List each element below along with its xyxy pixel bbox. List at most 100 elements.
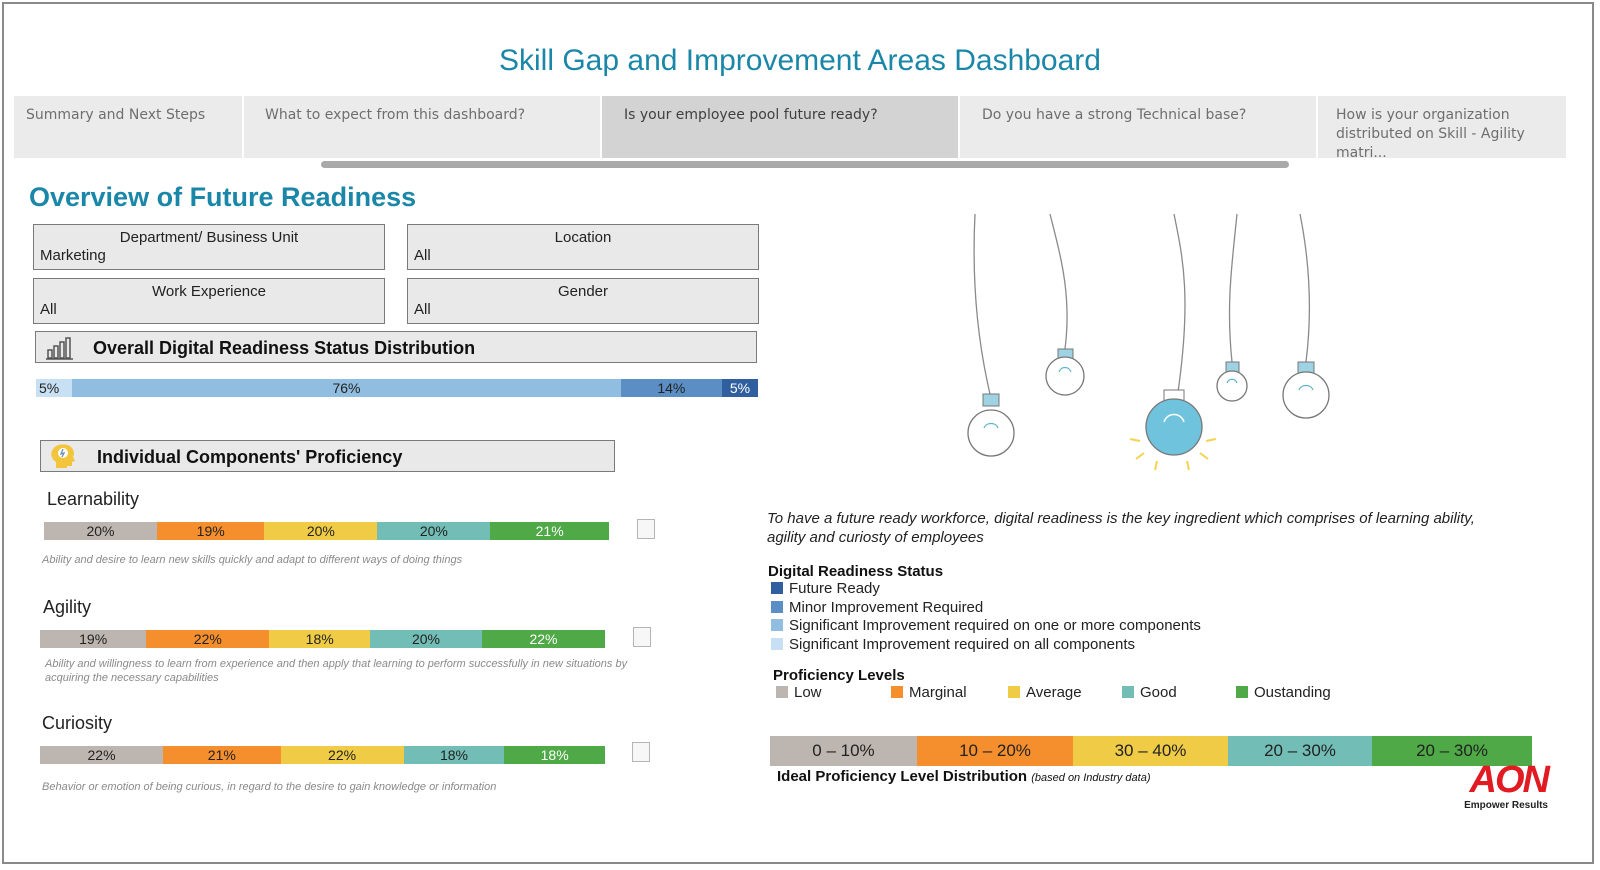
overall-segment: 5% bbox=[721, 379, 758, 397]
curiosity-title: Curiosity bbox=[42, 713, 113, 733]
ideal-distribution-bar: 0 – 10% 10 – 20% 30 – 40% 20 – 30% 20 – 30% bbox=[770, 736, 1532, 766]
tab-technical-base[interactable]: Do you have a strong Technical base? bbox=[960, 96, 1316, 158]
overall-section-title: Overall Digital Readiness Status Distrib… bbox=[93, 338, 476, 358]
legend-label: Oustanding bbox=[1254, 684, 1331, 701]
bar-chart-icon bbox=[46, 337, 73, 360]
experience-filter-label: Work Experience bbox=[152, 283, 266, 300]
legend-label: Minor Improvement Required bbox=[789, 598, 984, 616]
overall-segment: 76% bbox=[72, 379, 621, 397]
legend-swatch bbox=[1236, 686, 1248, 698]
ideal-segment: 10 – 20% bbox=[917, 736, 1073, 766]
gender-filter[interactable]: Gender All bbox=[407, 278, 759, 324]
overall-segment: 14% bbox=[620, 379, 722, 397]
proficiency-segment: 19% bbox=[157, 522, 265, 540]
aon-logo-wordmark: AON bbox=[1469, 759, 1550, 801]
experience-filter[interactable]: Work Experience All bbox=[33, 278, 385, 324]
proficiency-segment: 21% bbox=[163, 746, 281, 764]
legend-label: Good bbox=[1140, 684, 1177, 701]
agility-checkbox[interactable] bbox=[633, 627, 651, 647]
proficiency-segment: 22% bbox=[146, 630, 270, 648]
ideal-segment: 20 – 30% bbox=[1228, 736, 1372, 766]
location-filter-value[interactable]: All bbox=[414, 247, 431, 264]
components-section-header: Individual Components' Proficiency bbox=[40, 440, 615, 472]
legend-label: Marginal bbox=[909, 684, 967, 701]
learnability-description: Ability and desire to learn new skills q… bbox=[42, 554, 463, 566]
proficiency-legend-title: Proficiency Levels bbox=[773, 667, 905, 684]
aon-logo-tagline: Empower Results bbox=[1464, 800, 1548, 811]
curiosity-checkbox[interactable] bbox=[632, 742, 650, 762]
legend-label: Average bbox=[1026, 684, 1082, 701]
readiness-legend-item: Significant Improvement required on one … bbox=[771, 617, 1201, 634]
learnability-title: Learnability bbox=[47, 489, 140, 509]
tab-what-to-expect[interactable]: What to expect from this dashboard? bbox=[244, 96, 600, 158]
tab-future-ready[interactable]: Is your employee pool future ready? bbox=[602, 96, 958, 158]
curiosity-bar: 22% 21% 22% 18% 18% bbox=[40, 746, 605, 764]
curiosity-description: Behavior or emotion of being curious, in… bbox=[42, 781, 497, 793]
intro-text: To have a future ready workforce, digita… bbox=[767, 510, 1475, 546]
ideal-caption-note: (based on Industry data) bbox=[1031, 772, 1151, 784]
legend-label: Significant Improvement required on all … bbox=[789, 635, 1136, 653]
legend-swatch bbox=[771, 600, 783, 613]
aon-logo: AON Empower Results bbox=[1448, 759, 1550, 811]
components-section-title: Individual Components' Proficiency bbox=[97, 447, 403, 467]
proficiency-segment: 21% bbox=[490, 522, 609, 540]
legend-swatch bbox=[1122, 686, 1134, 698]
agility-description: Ability and willingness to learn from ex… bbox=[45, 658, 628, 684]
readiness-legend-item: Future Ready bbox=[771, 580, 880, 597]
department-filter[interactable]: Department/ Business Unit Marketing bbox=[33, 224, 385, 270]
proficiency-segment: 22% bbox=[280, 746, 404, 764]
learnability-bar: 20% 19% 20% 20% 21% bbox=[44, 522, 609, 540]
lightbulb-icon bbox=[967, 393, 1015, 457]
legend-swatch bbox=[891, 686, 903, 698]
gender-filter-value[interactable]: All bbox=[414, 301, 431, 318]
ideal-segment: 30 – 40% bbox=[1073, 736, 1228, 766]
legend-swatch bbox=[776, 686, 788, 698]
overall-readiness-bar: 5% 76% 14% 5% bbox=[36, 379, 758, 397]
agility-title: Agility bbox=[43, 597, 92, 617]
proficiency-segment: 18% bbox=[269, 630, 371, 648]
legend-swatch bbox=[771, 582, 783, 594]
department-filter-label: Department/ Business Unit bbox=[119, 229, 299, 246]
story-tabs: Summary and Next Steps What to expect fr… bbox=[14, 96, 1588, 158]
proficiency-segment: 18% bbox=[403, 746, 505, 764]
agility-bar: 19% 22% 18% 20% 22% bbox=[40, 630, 605, 648]
proficiency-legend-item: Oustanding bbox=[1236, 684, 1331, 701]
readiness-legend-item: Minor Improvement Required bbox=[771, 599, 983, 616]
proficiency-segment: 20% bbox=[44, 522, 157, 540]
experience-filter-value[interactable]: All bbox=[40, 301, 57, 318]
legend-swatch bbox=[771, 619, 783, 631]
tabs-scrollbar[interactable] bbox=[321, 161, 1289, 168]
proficiency-segment: 19% bbox=[40, 630, 147, 648]
overall-segment: 5% bbox=[36, 379, 73, 397]
dashboard-title: Skill Gap and Improvement Areas Dashboar… bbox=[499, 44, 1101, 77]
legend-label: Low bbox=[794, 684, 822, 701]
tab-summary[interactable]: Summary and Next Steps bbox=[14, 96, 242, 158]
proficiency-legend-item: Average bbox=[1008, 684, 1082, 701]
ideal-caption-title: Ideal Proficiency Level Distribution bbox=[777, 768, 1028, 785]
ideal-segment: 0 – 10% bbox=[770, 736, 917, 766]
proficiency-segment: 18% bbox=[504, 746, 605, 764]
gender-filter-label: Gender bbox=[557, 283, 609, 300]
location-filter-label: Location bbox=[554, 229, 612, 246]
department-filter-value[interactable]: Marketing bbox=[40, 247, 106, 264]
overall-section-header: Overall Digital Readiness Status Distrib… bbox=[35, 331, 757, 363]
legend-swatch bbox=[771, 637, 783, 650]
proficiency-segment: 22% bbox=[481, 630, 605, 648]
proficiency-legend-item: Low bbox=[776, 684, 822, 701]
proficiency-segment: 20% bbox=[264, 522, 378, 540]
readiness-legend-title: Digital Readiness Status bbox=[768, 563, 944, 580]
ideal-segment: 20 – 30% bbox=[1372, 736, 1532, 766]
location-filter[interactable]: Location All bbox=[407, 224, 759, 270]
proficiency-segment: 22% bbox=[40, 746, 164, 764]
proficiency-segment: 20% bbox=[370, 630, 482, 648]
proficiency-legend-item: Marginal bbox=[891, 684, 967, 701]
tab-skill-agility-matrix[interactable]: How is your organization distributed on … bbox=[1318, 96, 1566, 158]
readiness-legend-item: Significant Improvement required on all … bbox=[771, 636, 1135, 653]
ideal-caption: Ideal Proficiency Level Distribution (ba… bbox=[777, 768, 1151, 785]
learnability-checkbox[interactable] bbox=[637, 519, 655, 539]
lightbulb-head-icon bbox=[51, 444, 75, 468]
legend-swatch bbox=[1008, 686, 1020, 698]
legend-label: Future Ready bbox=[789, 580, 880, 597]
proficiency-segment: 20% bbox=[377, 522, 491, 540]
legend-label: Significant Improvement required on one … bbox=[789, 617, 1201, 634]
